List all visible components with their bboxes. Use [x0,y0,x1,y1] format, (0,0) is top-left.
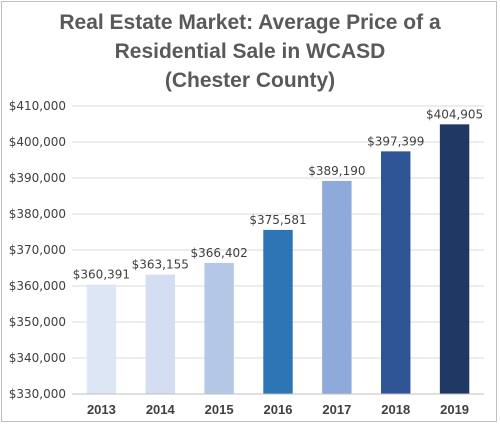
data-label: $366,402 [191,246,248,260]
y-tick-label: $330,000 [9,387,66,401]
bar [86,284,117,394]
y-tick-label: $370,000 [9,243,66,257]
x-tick-label: 2017 [322,402,351,417]
x-tick-label: 2016 [264,402,293,417]
bar [322,180,352,394]
x-tick-label: 2019 [440,402,469,417]
y-tick-label: $410,000 [9,99,66,113]
y-tick-label: $390,000 [9,171,66,185]
chart-title-line-3: (Chester County) [164,69,336,92]
chart-title: Real Estate Market: Average Price of a R… [0,8,500,95]
y-tick-label: $380,000 [9,207,66,221]
data-label: $360,391 [73,268,130,282]
data-label: $404,905 [426,107,483,121]
bar [381,151,411,394]
y-tick-label: $340,000 [9,351,66,365]
chart-title-line-2: Residential Sale in WCASD [114,40,386,63]
x-tick-label: 2018 [381,402,410,417]
x-tick-label: 2013 [87,402,116,417]
data-label: $389,190 [308,164,365,178]
x-tick-label: 2015 [205,402,234,417]
x-tick-label: 2014 [146,402,176,417]
bar [145,274,175,394]
y-tick-label: $360,000 [9,279,66,293]
data-label: $363,155 [132,258,189,272]
bar [263,229,293,394]
y-tick-label: $400,000 [9,135,66,149]
bar [204,262,234,394]
data-label: $397,399 [367,134,424,148]
bar [439,124,470,394]
data-label: $375,581 [249,213,306,227]
y-tick-label: $350,000 [9,315,66,329]
chart-title-line-1: Real Estate Market: Average Price of a [59,11,441,34]
